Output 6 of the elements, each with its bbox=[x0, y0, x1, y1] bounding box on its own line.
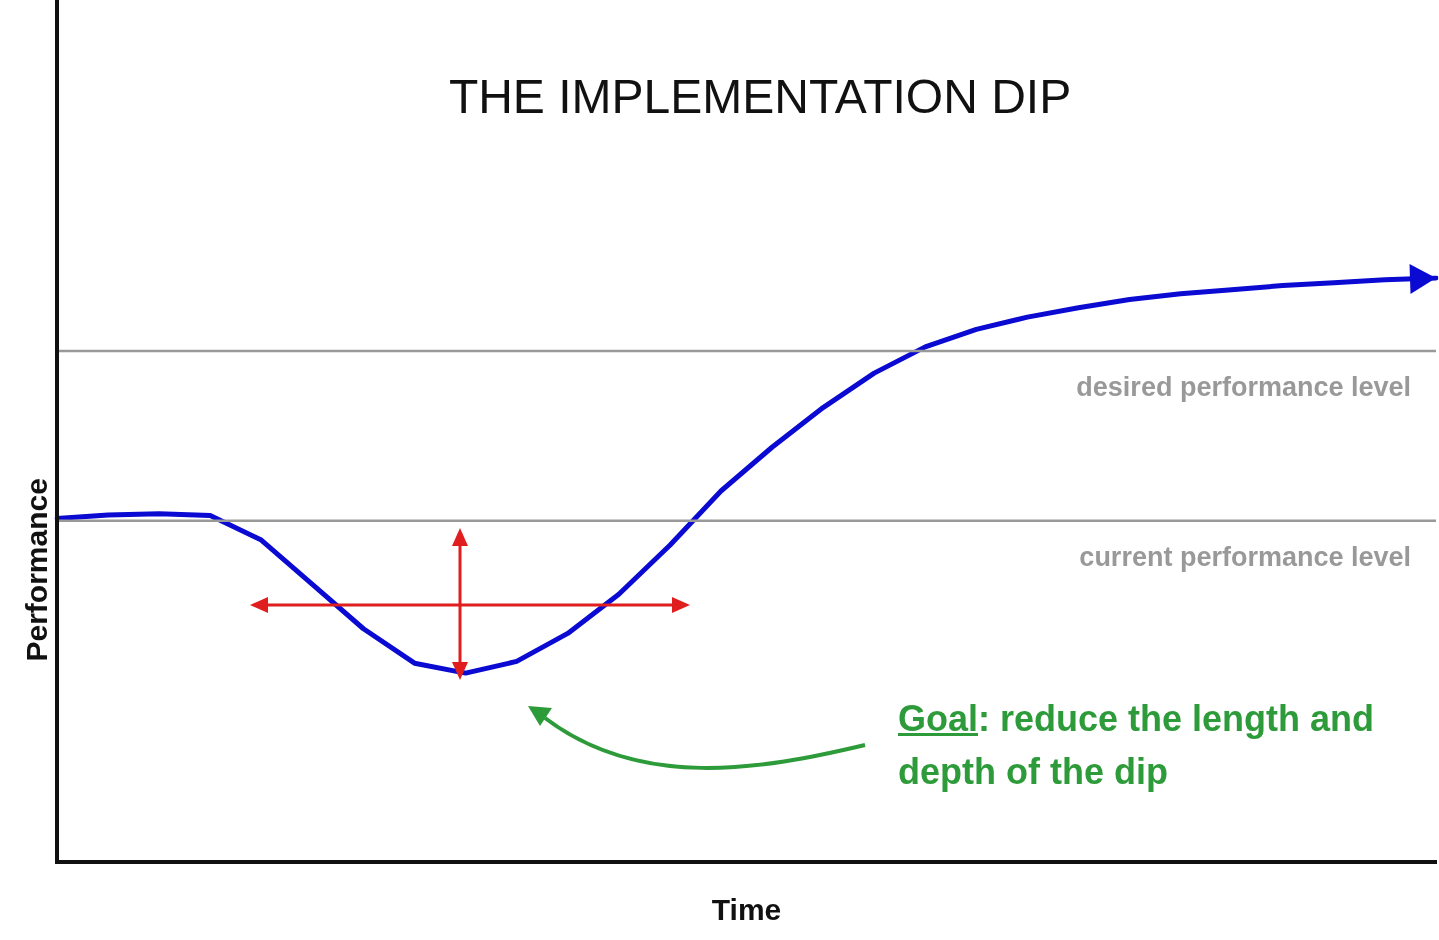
chart-title: THE IMPLEMENTATION DIP bbox=[448, 70, 1072, 124]
ref-line-label: desired performance level bbox=[1076, 372, 1411, 403]
ref-line-label: current performance level bbox=[1079, 542, 1411, 573]
y-axis-title: Performance bbox=[20, 478, 54, 662]
x-axis-title: Time bbox=[711, 893, 782, 927]
annotation: Goal: reduce the length and depth of the dip bbox=[898, 697, 1376, 794]
